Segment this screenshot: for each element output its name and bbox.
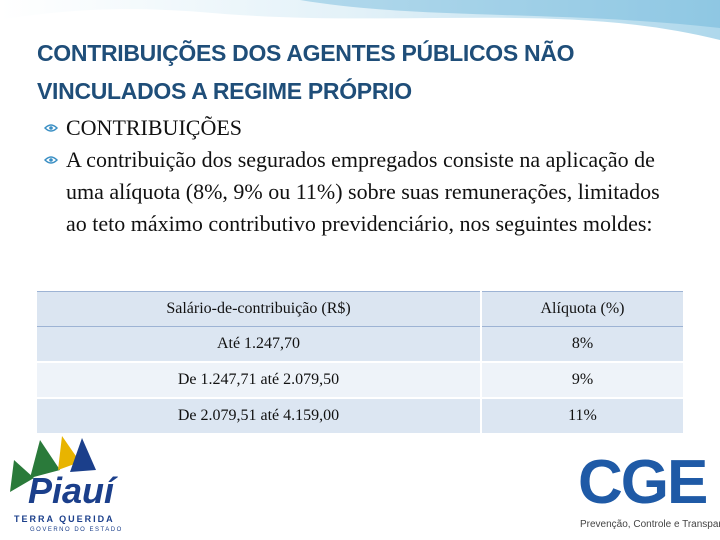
table-row: De 1.247,71 até 2.079,50 9% (37, 362, 683, 399)
table-row: Até 1.247,70 8% (37, 326, 683, 363)
table-cell: De 2.079,51 até 4.159,00 (37, 398, 482, 435)
top-swoosh (300, 0, 720, 28)
top-swoosh (0, 0, 720, 40)
bullet-text: CONTRIBUIÇÕES (66, 115, 243, 140)
bullet-list: CONTRIBUIÇÕES A contribuição dos segurad… (44, 112, 664, 240)
header-row: Salário-de-contribuição (R$) Alíquota (%… (37, 291, 683, 327)
header-cell: Alíquota (%) (481, 291, 683, 327)
table-cell: Até 1.247,70 (37, 326, 482, 363)
cge-logo-tagline: Prevenção, Controle e Transparência (580, 519, 720, 530)
table-cell: 8% (481, 326, 683, 363)
title-line: VINCULADOS A REGIME PRÓPRIO (37, 78, 412, 104)
table-cell: 9% (481, 362, 683, 399)
title-line: CONTRIBUIÇÕES DOS AGENTES PÚBLICOS NÃO (37, 40, 575, 66)
piaui-logo-tagline: TERRA QUERIDA (14, 514, 115, 524)
bullet-icon (44, 124, 58, 132)
title: CONTRIBUIÇÕES DOS AGENTES PÚBLICOS NÃO V… (37, 34, 575, 110)
bullet-icon (44, 156, 58, 164)
table-cell: 11% (481, 398, 683, 435)
bullet: CONTRIBUIÇÕES (44, 112, 664, 144)
piaui-logo-sub: GOVERNO DO ESTADO (30, 527, 123, 533)
cge-logo-name: CGE (578, 448, 708, 517)
header-cell: Salário-de-contribuição (R$) (37, 291, 482, 327)
contribution-table: Salário-de-contribuição (R$) Alíquota (%… (37, 291, 683, 435)
table-body: Até 1.247,70 8% De 1.247,71 até 2.079,50 9%… (37, 326, 683, 435)
piaui-emblem (10, 436, 96, 492)
piaui-logo-name: Piauí (28, 470, 115, 511)
table-cell: De 1.247,71 até 2.079,50 (37, 362, 482, 399)
table-row: De 2.079,51 até 4.159,00 11% (37, 398, 683, 435)
bullet-text: A contribuição dos segurados empregados … (66, 147, 660, 236)
bullet: A contribuição dos segurados empregados … (44, 144, 664, 240)
